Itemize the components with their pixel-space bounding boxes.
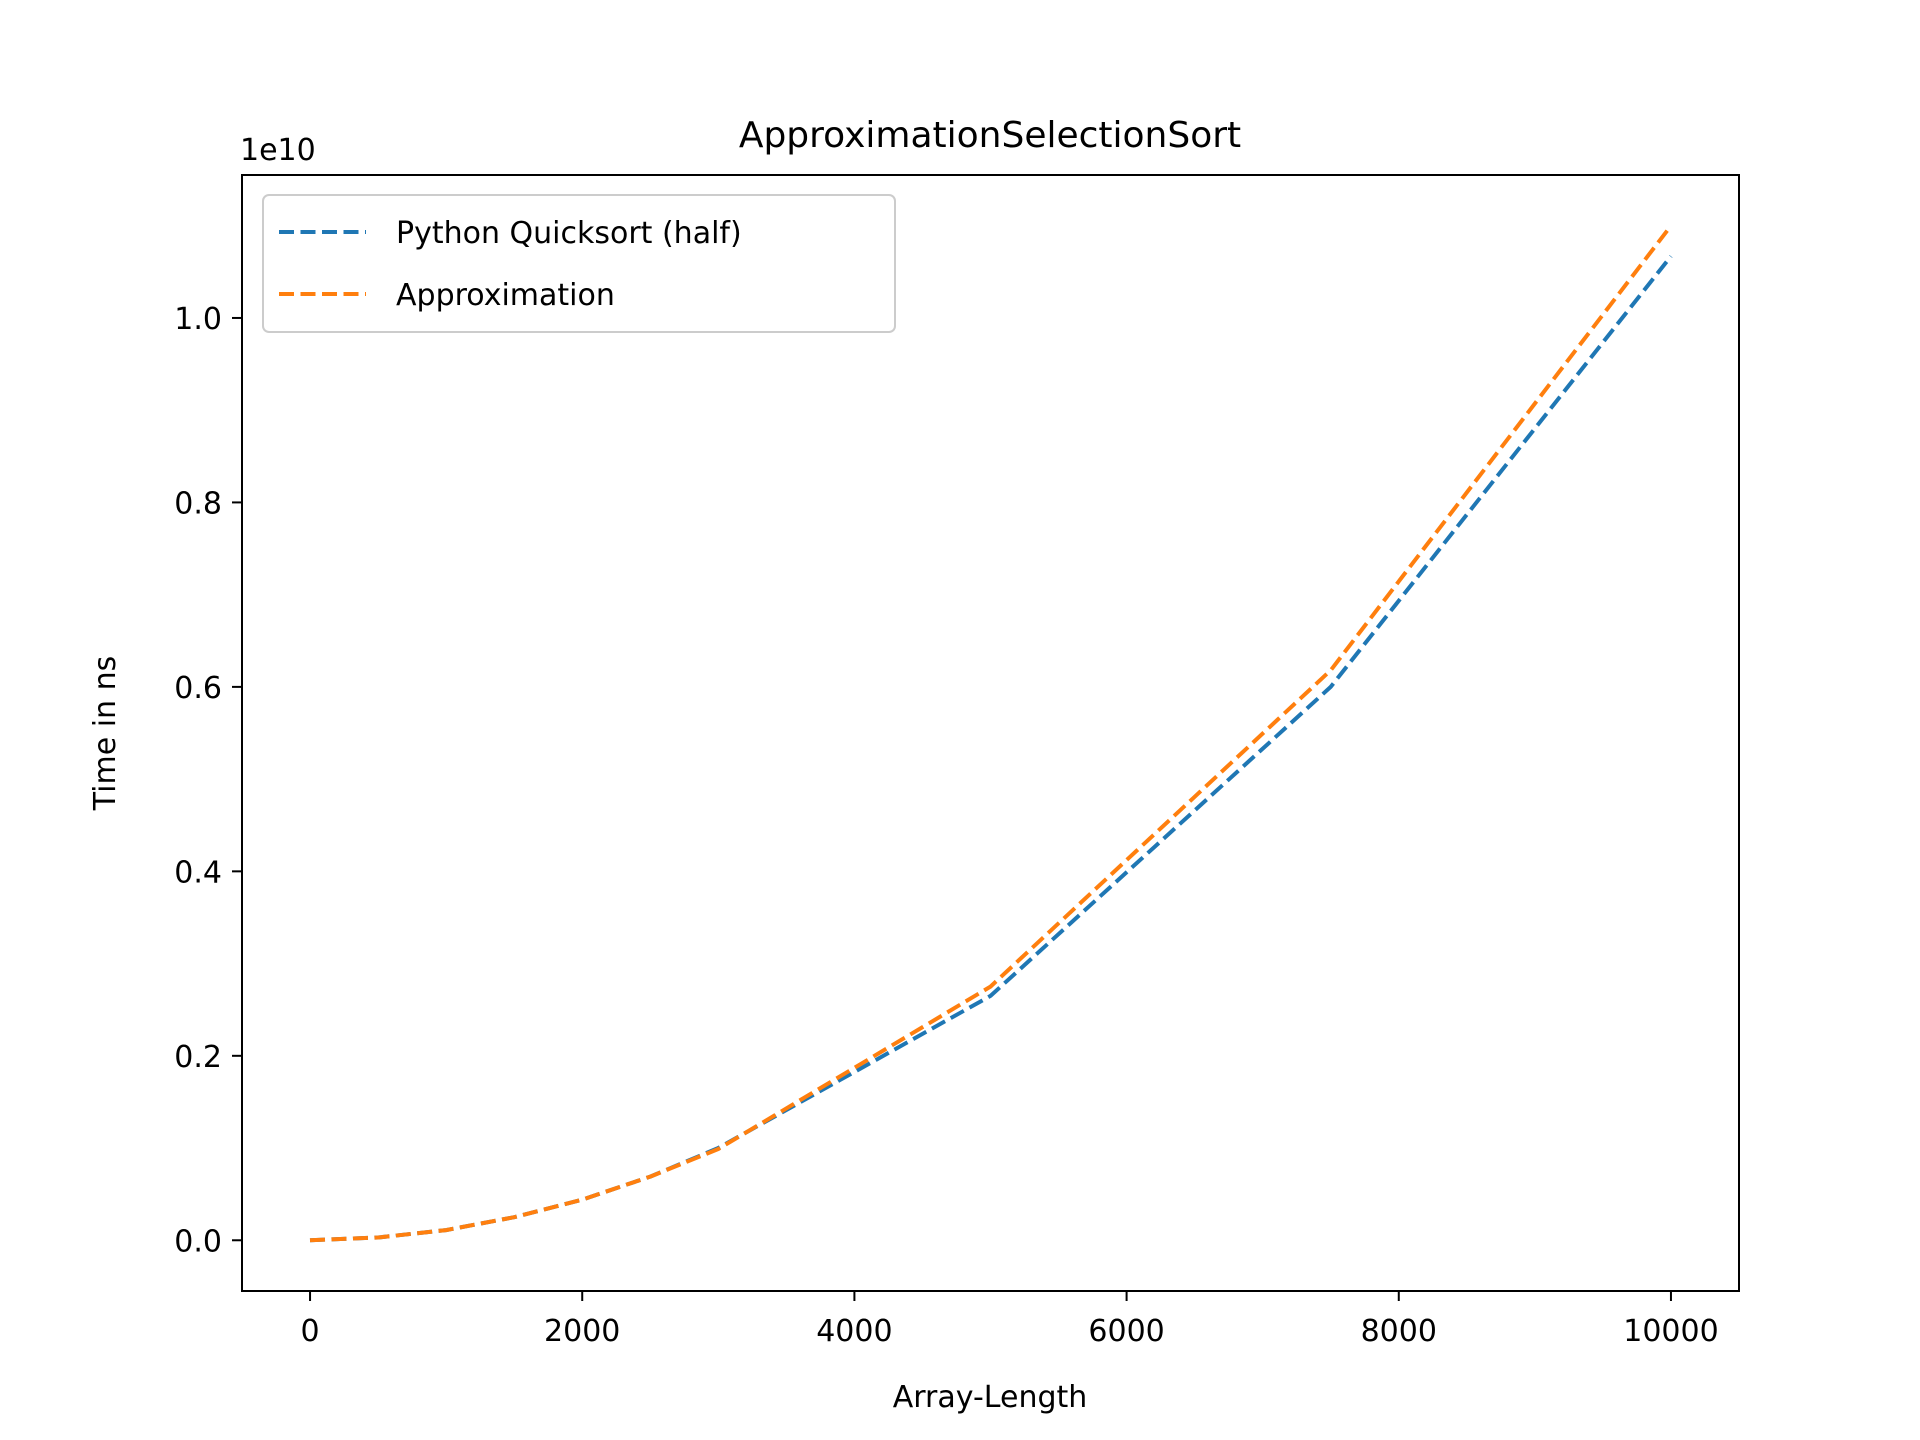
legend-box xyxy=(262,194,896,333)
legend-label-python-quicksort: Python Quicksort (half) xyxy=(396,216,742,251)
x-tick-label: 10000 xyxy=(1623,1314,1718,1349)
legend-label-approximation: Approximation xyxy=(396,278,615,313)
ticks-layer: 0 2000 4000 6000 8000 10000 0.0 0.2 0.4 0.6 0.8 1.0 xyxy=(174,302,1718,1349)
x-tick-label: 0 xyxy=(300,1314,319,1349)
chart-title: ApproximationSelectionSort xyxy=(739,115,1241,156)
y-tick-label: 0.8 xyxy=(174,486,222,521)
y-axis-offset-label: 1e10 xyxy=(240,133,316,168)
y-tick-label: 0.6 xyxy=(174,671,222,706)
x-axis-label: Array-Length xyxy=(893,1380,1088,1415)
x-tick-label: 2000 xyxy=(544,1314,620,1349)
y-axis-label: Time in ns xyxy=(88,656,123,811)
plot-area-frame xyxy=(241,174,1740,1292)
y-tick-label: 0.4 xyxy=(174,855,222,890)
x-tick-label: 8000 xyxy=(1361,1314,1437,1349)
series-line-approximation xyxy=(309,224,1673,1243)
legend: Python Quicksort (half) Approximation xyxy=(262,194,896,333)
x-tick-label: 6000 xyxy=(1088,1314,1164,1349)
y-tick-label: 1.0 xyxy=(174,302,222,337)
x-tick-label: 4000 xyxy=(816,1314,892,1349)
y-tick-label: 0.0 xyxy=(174,1224,222,1259)
y-tick-label: 0.2 xyxy=(174,1040,222,1075)
series-layer xyxy=(309,224,1673,1243)
